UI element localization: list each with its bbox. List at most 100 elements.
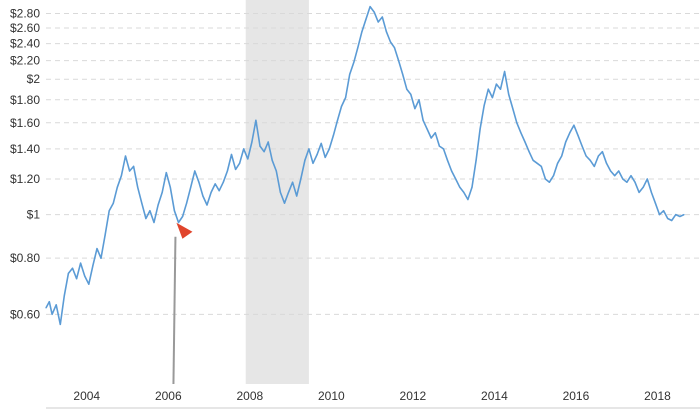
data-point — [548, 181, 551, 183]
data-point — [532, 159, 534, 161]
data-point — [601, 151, 604, 153]
y-tick-label: $1.60 — [10, 116, 40, 130]
data-point — [593, 165, 595, 167]
data-point — [446, 159, 449, 161]
data-point — [283, 202, 286, 204]
data-point — [438, 145, 440, 147]
data-point — [120, 175, 122, 177]
data-point — [679, 215, 681, 218]
data-point — [398, 60, 400, 62]
data-point — [55, 304, 57, 306]
data-point — [296, 195, 298, 197]
data-point — [605, 162, 608, 164]
data-point — [316, 153, 318, 156]
data-point — [45, 307, 47, 309]
data-point — [406, 88, 408, 90]
data-point — [328, 148, 330, 150]
data-point — [459, 186, 461, 188]
data-point — [373, 11, 375, 13]
data-point — [353, 61, 355, 64]
data-point — [332, 134, 334, 136]
marker-arrow — [176, 222, 193, 239]
data-point — [279, 191, 281, 193]
data-point — [137, 186, 139, 188]
data-point — [451, 170, 453, 172]
x-tick-label: 2006 — [155, 389, 182, 403]
data-point — [536, 162, 538, 164]
data-point — [589, 159, 591, 161]
data-point — [385, 31, 387, 33]
data-point — [76, 278, 78, 280]
data-point — [218, 190, 220, 192]
data-point — [393, 47, 396, 49]
data-point — [638, 191, 640, 193]
series-line — [45, 5, 685, 326]
data-point — [345, 97, 347, 99]
data-point — [483, 104, 485, 106]
data-point — [349, 73, 351, 75]
data-point — [642, 186, 644, 188]
series-layer — [45, 5, 685, 326]
data-point — [186, 202, 188, 204]
data-point — [263, 151, 265, 153]
data-point — [59, 323, 61, 325]
data-point — [198, 181, 200, 183]
data-point — [300, 178, 302, 180]
data-point — [104, 234, 106, 236]
data-point — [630, 175, 632, 177]
data-point — [336, 119, 339, 121]
data-point — [369, 6, 371, 8]
x-tick-label: 2016 — [563, 389, 590, 403]
data-point — [402, 73, 404, 75]
data-point — [622, 178, 624, 180]
data-point — [389, 41, 392, 43]
data-point — [235, 168, 237, 170]
data-point — [133, 165, 135, 167]
data-point — [381, 16, 383, 18]
data-point — [239, 162, 241, 164]
data-point — [361, 31, 363, 33]
x-tick-label: 2004 — [73, 389, 100, 403]
data-point — [646, 178, 648, 180]
data-point — [618, 170, 620, 172]
y-tick-label: $2 — [27, 72, 41, 86]
data-point — [206, 204, 208, 206]
data-point — [487, 88, 489, 90]
data-point — [312, 162, 314, 164]
data-point — [524, 141, 526, 143]
data-point — [153, 221, 155, 224]
y-tick-label: $0.80 — [10, 251, 40, 265]
recession-band — [245, 0, 309, 384]
data-point — [267, 141, 269, 143]
data-point — [675, 214, 677, 216]
grid-layer — [46, 12, 700, 315]
data-point — [145, 217, 147, 220]
y-axis: $0.60 $0.80 $1 $1.20 $1.40 $1.60 $1.80 $2 $2.20 $… — [10, 6, 40, 321]
data-point — [626, 181, 628, 183]
data-point — [324, 156, 326, 158]
data-point — [422, 119, 424, 121]
data-point — [63, 295, 65, 297]
data-point — [182, 215, 184, 218]
marker-layer — [172, 222, 193, 385]
data-point — [202, 195, 204, 197]
data-point — [308, 148, 310, 150]
y-tick-label: $1.40 — [10, 142, 40, 156]
data-point — [161, 191, 163, 193]
marker-pointer-line — [172, 236, 177, 385]
y-tick-label: $1.80 — [10, 93, 40, 107]
data-point — [100, 257, 102, 259]
data-point — [610, 170, 612, 172]
data-point — [573, 124, 575, 126]
data-point — [165, 172, 167, 174]
data-point — [597, 155, 600, 157]
y-tick-label: $2.40 — [10, 37, 40, 51]
data-point — [210, 191, 212, 193]
data-point — [654, 202, 657, 204]
data-point — [479, 128, 481, 130]
data-point — [259, 145, 261, 147]
data-point — [67, 272, 69, 274]
y-tick-label: $0.60 — [10, 307, 40, 321]
data-point — [190, 186, 192, 188]
data-point — [658, 214, 661, 216]
